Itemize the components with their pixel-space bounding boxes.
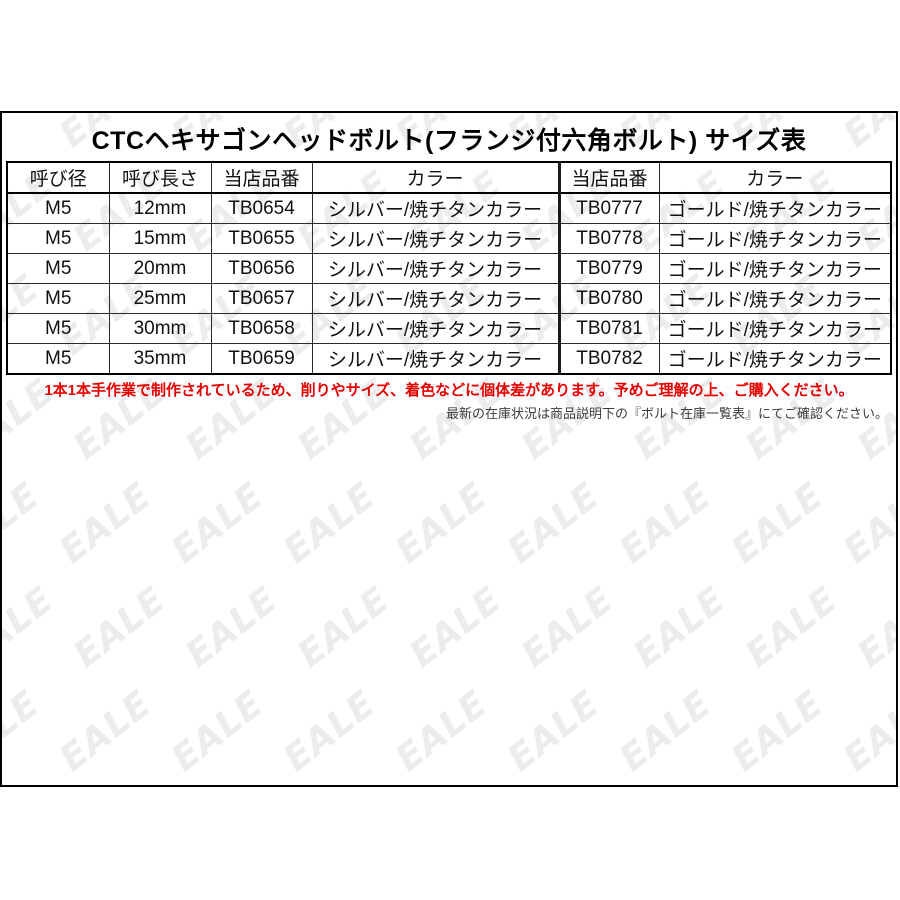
cell-part-number-gold: TB0782	[557, 343, 660, 375]
cell-part-number-silver: TB0654	[210, 192, 313, 224]
cell-diameter: M5	[6, 192, 110, 224]
table-row: M5 30mm TB0658 シルバー/焼チタンカラー TB0781 ゴールド/…	[6, 313, 892, 344]
header-length: 呼び長さ	[108, 161, 212, 194]
cell-color-silver: シルバー/焼チタンカラー	[311, 283, 560, 314]
cell-color-gold: ゴールド/焼チタンカラー	[658, 192, 892, 224]
cell-part-number-gold: TB0780	[557, 283, 660, 314]
eale-watermark-tile: EALE	[626, 579, 734, 676]
cell-color-silver: シルバー/焼チタンカラー	[311, 192, 560, 224]
cell-color-gold: ゴールド/焼チタンカラー	[658, 343, 892, 375]
cell-part-number-silver: TB0656	[210, 253, 313, 284]
eale-watermark-tile: EALE	[836, 475, 898, 572]
cell-part-number-gold: TB0779	[557, 253, 660, 284]
eale-watermark-tile: EALE	[836, 683, 898, 780]
header-diameter: 呼び径	[6, 161, 110, 194]
cell-color-gold: ゴールド/焼チタンカラー	[658, 223, 892, 254]
cell-length: 15mm	[108, 223, 212, 254]
table-row: M5 12mm TB0654 シルバー/焼チタンカラー TB0777 ゴールド/…	[6, 192, 892, 224]
eale-watermark-tile: EALE	[52, 475, 160, 572]
eale-watermark-tile: EALE	[388, 683, 496, 780]
cell-diameter: M5	[6, 283, 110, 314]
eale-watermark-tile: EALE	[0, 475, 48, 572]
eale-watermark-tile: EALE	[388, 475, 496, 572]
eale-watermark-tile: EALE	[276, 475, 384, 572]
eale-watermark-tile: EALE	[402, 579, 510, 676]
eale-watermark-tile: EALE	[724, 683, 832, 780]
eale-watermark-tile: EALE	[724, 475, 832, 572]
cell-length: 30mm	[108, 313, 212, 344]
page-title: CTCヘキサゴンヘッドボルト(フランジ付六角ボルト) サイズ表	[91, 127, 807, 155]
cell-diameter: M5	[6, 253, 110, 284]
eale-watermark-tile: EALE	[276, 683, 384, 780]
eale-watermark-tile: EALE	[500, 683, 608, 780]
cell-part-number-gold: TB0778	[557, 223, 660, 254]
table-row: M5 15mm TB0655 シルバー/焼チタンカラー TB0778 ゴールド/…	[6, 223, 892, 254]
panel-content: CTCヘキサゴンヘッドボルト(フランジ付六角ボルト) サイズ表 呼び径 呼び長さ…	[2, 121, 896, 422]
eale-watermark-tile: EALE	[0, 579, 62, 676]
cell-diameter: M5	[6, 343, 110, 375]
eale-watermark-tile: EALE	[500, 475, 608, 572]
eale-watermark-tile: EALE	[66, 579, 174, 676]
eale-watermark-tile: EALE	[290, 579, 398, 676]
cell-part-number-silver: TB0659	[210, 343, 313, 375]
eale-watermark-tile: EALE	[738, 579, 846, 676]
stock-note-text: 最新の在庫状況は商品説明下の『ボルト在庫一覧表』にてご確認ください。	[445, 406, 888, 421]
cell-length: 35mm	[108, 343, 212, 375]
eale-watermark-tile: EALE	[612, 683, 720, 780]
header-part-number-silver: 当店品番	[210, 161, 313, 194]
cell-diameter: M5	[6, 313, 110, 344]
table-row: M5 25mm TB0657 シルバー/焼チタンカラー TB0780 ゴールド/…	[6, 283, 892, 314]
table-header-row: 呼び径 呼び長さ 当店品番 カラー 当店品番 カラー	[6, 161, 892, 194]
cell-color-silver: シルバー/焼チタンカラー	[311, 223, 560, 254]
cell-length: 12mm	[108, 192, 212, 224]
cell-part-number-silver: TB0658	[210, 313, 313, 344]
cell-length: 25mm	[108, 283, 212, 314]
cell-color-silver: シルバー/焼チタンカラー	[311, 253, 560, 284]
cell-color-silver: シルバー/焼チタンカラー	[311, 313, 560, 344]
eale-watermark-tile: EALE	[850, 579, 898, 676]
header-color-gold: カラー	[658, 161, 892, 194]
table-row: M5 35mm TB0659 シルバー/焼チタンカラー TB0782 ゴールド/…	[6, 343, 892, 375]
header-color-silver: カラー	[311, 161, 560, 194]
cell-color-gold: ゴールド/焼チタンカラー	[658, 283, 892, 314]
cell-diameter: M5	[6, 223, 110, 254]
cell-part-number-silver: TB0657	[210, 283, 313, 314]
size-table: 呼び径 呼び長さ 当店品番 カラー 当店品番 カラー M5 12mm TB065…	[6, 161, 892, 375]
handmade-warning-text: 1本1本手作業で制作されているため、削りやサイズ、着色などに個体差があります。予…	[44, 382, 854, 399]
eale-watermark-tile: EALE	[164, 475, 272, 572]
cell-color-silver: シルバー/焼チタンカラー	[311, 343, 560, 375]
bordered-panel: EALE EALE EALE EALE EALE EALE EALE EALE EALE EALE…	[0, 111, 898, 787]
cell-color-gold: ゴールド/焼チタンカラー	[658, 253, 892, 284]
header-part-number-gold: 当店品番	[557, 161, 660, 194]
eale-watermark-tile: EALE	[0, 683, 48, 780]
table-row: M5 20mm TB0656 シルバー/焼チタンカラー TB0779 ゴールド/…	[6, 253, 892, 284]
eale-watermark-tile: EALE	[52, 683, 160, 780]
eale-watermark-tile: EALE	[612, 475, 720, 572]
cell-part-number-gold: TB0781	[557, 313, 660, 344]
cell-part-number-silver: TB0655	[210, 223, 313, 254]
eale-watermark-tile: EALE	[514, 579, 622, 676]
eale-watermark-tile: EALE	[164, 683, 272, 780]
cell-color-gold: ゴールド/焼チタンカラー	[658, 313, 892, 344]
eale-watermark-tile: EALE	[178, 579, 286, 676]
cell-length: 20mm	[108, 253, 212, 284]
cell-part-number-gold: TB0777	[557, 192, 660, 224]
